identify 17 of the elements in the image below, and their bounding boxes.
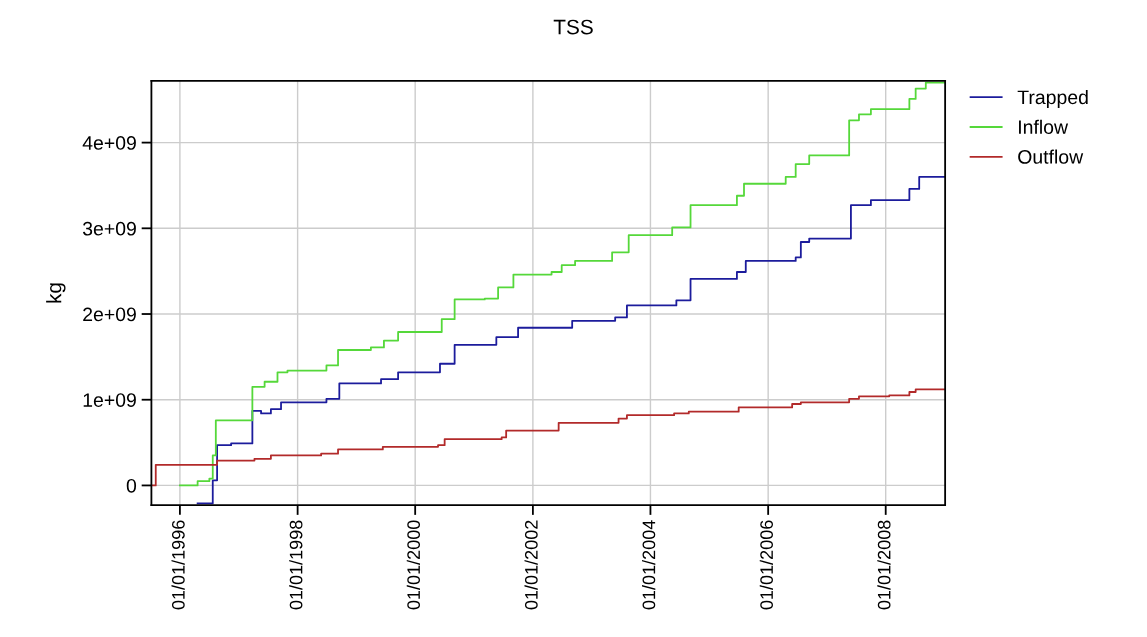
x-tick-label: 01/01/2008: [877, 520, 891, 610]
y-tick-label: 3e+09: [82, 221, 136, 236]
chart-title: TSS: [553, 19, 593, 35]
legend-label: Trapped: [1017, 89, 1088, 109]
y-tick-label: 0: [126, 478, 137, 493]
x-tick-label: 01/01/2004: [642, 520, 656, 610]
x-tick-label: 01/01/2006: [759, 520, 773, 610]
y-tick-label: 2e+09: [83, 307, 136, 322]
x-tick-label: 01/01/1996: [171, 520, 185, 610]
x-tick-label: 01/01/1998: [289, 520, 303, 610]
legend-label: Inflow: [1019, 119, 1069, 134]
y-tick-label: 1e+09: [83, 393, 136, 407]
y-axis-title: kg: [46, 283, 66, 303]
x-tick-label: 01/01/2000: [406, 520, 421, 610]
legend-label: Outflow: [1018, 149, 1084, 164]
y-tick-label: 4e+09: [82, 136, 136, 150]
x-tick-label: 01/01/2002: [524, 520, 538, 610]
